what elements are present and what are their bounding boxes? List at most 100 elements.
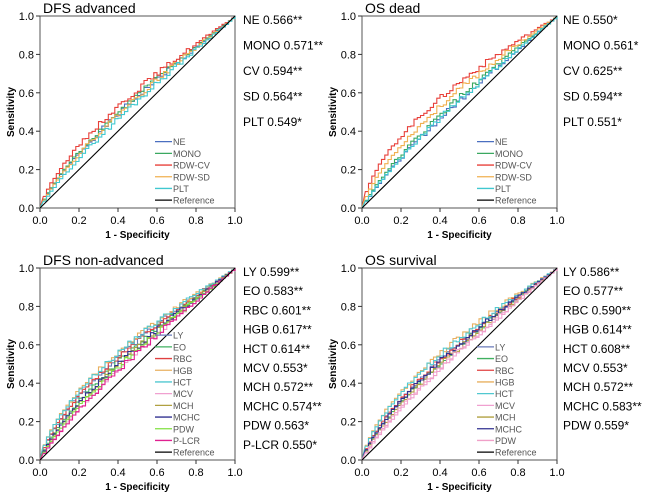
legend-label: Reference: [495, 448, 537, 458]
panel-title: DFS non-advanced: [43, 252, 164, 268]
legend-label: MCH: [173, 401, 194, 411]
legend-label: P-LCR: [173, 436, 201, 446]
legend-item-hct: HCT: [477, 389, 514, 399]
legend-label: Reference: [173, 196, 215, 206]
y-axis-label: Sensitivity: [6, 87, 17, 137]
x-tick-label: 0.4: [432, 215, 447, 227]
x-tick-label: 0.8: [188, 215, 203, 227]
roc-panel-3: OS survival 0.00.0 0.2 0.2 0.4 0.4 0.6 0.6 0.8 0.…: [328, 252, 642, 493]
auc-label: MONO 0.571**: [243, 39, 323, 53]
roc-panel-1: OS dead 0.00.0 0.2 0.2 0.4 0.4 0.6 0.6 0.8 0.8 1.0…: [328, 0, 639, 241]
y-tick-label: 0.2: [19, 417, 34, 429]
legend-item-mcv: MCV: [477, 401, 515, 411]
roc-curve-mono: [39, 16, 236, 209]
y-tick-label: 0.8: [341, 301, 356, 313]
y-tick-label: 0.8: [19, 301, 34, 313]
legend-label: MCHC: [173, 413, 200, 423]
y-tick-label: 0.0: [19, 203, 34, 215]
plot-frame: [39, 15, 236, 209]
x-axis-label: 1 - Specificity: [105, 482, 170, 493]
auc-label: PLT 0.551*: [563, 115, 622, 129]
y-tick-label: 0.6: [19, 340, 34, 352]
roc-curve-plt: [39, 16, 236, 209]
y-tick-label: 0.8: [19, 49, 34, 61]
reference-line: [361, 267, 558, 461]
auc-label: NE 0.550*: [563, 13, 618, 27]
legend-item-p-lcr: P-LCR: [155, 436, 201, 446]
legend-label: HGB: [495, 377, 515, 387]
auc-label: PDW 0.563*: [243, 419, 309, 433]
panel-title: OS dead: [365, 0, 420, 16]
y-tick-label: 0.4: [341, 126, 356, 138]
y-tick-label: 1.0: [341, 263, 356, 275]
auc-label: HGB 0.617**: [243, 323, 312, 337]
legend-label: RDW-CV: [173, 161, 210, 171]
roc-curve-rdw-sd: [361, 16, 558, 209]
legend-label: HCT: [495, 389, 514, 399]
x-tick-label: 0.6: [149, 467, 164, 479]
auc-label: MCH 0.572**: [243, 380, 313, 394]
auc-label: SD 0.564**: [243, 90, 303, 104]
legend-label: MONO: [495, 149, 523, 159]
roc-curve-p-lcr: [39, 268, 236, 461]
x-tick-label: 0.2: [71, 215, 86, 227]
roc-curve-hct: [361, 268, 558, 461]
auc-label: MCHC 0.574**: [243, 399, 322, 413]
legend-label: PLT: [173, 184, 189, 194]
y-axis-label: Sensitivity: [328, 339, 339, 389]
roc-curve-mchc: [361, 268, 558, 461]
x-tick-label: 0.0: [354, 215, 369, 227]
y-tick-label: 0.4: [341, 378, 356, 390]
auc-label: MONO 0.561*: [563, 39, 639, 53]
auc-label: HGB 0.614**: [563, 323, 632, 337]
legend-item-mchc: MCHC: [155, 413, 200, 423]
legend-label: HGB: [173, 366, 193, 376]
y-axis-label: Sensitivity: [6, 339, 17, 389]
legend-label: NE: [173, 137, 186, 147]
legend-item-rdw-cv: RDW-CV: [155, 161, 210, 171]
legend-label: RDW-SD: [495, 172, 532, 182]
plot-frame: [39, 267, 236, 461]
x-tick-label: 0.0: [354, 467, 369, 479]
x-tick-label: 0.6: [471, 215, 486, 227]
legend-label: LY: [495, 342, 505, 352]
legend-label: RDW-CV: [495, 161, 532, 171]
legend-item-plt: PLT: [155, 184, 189, 194]
legend-item-ly: LY: [155, 331, 183, 341]
x-axis-label: 1 - Specificity: [427, 482, 492, 493]
auc-label: PLT 0.549*: [243, 115, 302, 129]
legend-label: PDW: [495, 436, 517, 446]
legend-label: MCH: [495, 413, 516, 423]
legend-label: RBC: [495, 366, 515, 376]
auc-label: MCHC 0.583**: [563, 399, 642, 413]
x-tick-label: 0.6: [149, 215, 164, 227]
legend-label: RDW-SD: [173, 172, 210, 182]
legend-item-mono: MONO: [477, 149, 523, 159]
auc-label: HCT 0.614**: [243, 342, 310, 356]
y-tick-label: 0.2: [341, 417, 356, 429]
auc-label: LY 0.586**: [563, 265, 620, 279]
legend-item-mch: MCH: [155, 401, 194, 411]
x-tick-label: 0.0: [32, 215, 47, 227]
x-tick-label: 1.0: [227, 467, 242, 479]
legend-item-pdw: PDW: [155, 424, 195, 434]
auc-label: MCV 0.553*: [243, 361, 308, 375]
legend-item-hct: HCT: [155, 377, 192, 387]
legend-item-rdw-sd: RDW-SD: [477, 172, 532, 182]
x-tick-label: 0.8: [510, 467, 525, 479]
legend-item-reference: Reference: [477, 196, 537, 206]
legend-label: Reference: [495, 196, 537, 206]
legend-item-mono: MONO: [155, 149, 201, 159]
y-tick-label: 0.0: [341, 455, 356, 467]
y-tick-label: 0.4: [19, 126, 34, 138]
roc-curve-mono: [361, 16, 558, 209]
x-tick-label: 0.2: [393, 467, 408, 479]
auc-label: CV 0.594**: [243, 64, 303, 78]
legend-item-eo: EO: [155, 342, 186, 352]
roc-curve-pdw: [361, 268, 558, 461]
roc-curve-rdw-cv: [361, 16, 558, 209]
reference-line: [361, 15, 558, 209]
legend-item-hgb: HGB: [477, 377, 515, 387]
legend-item-rbc: RBC: [477, 366, 515, 376]
x-tick-label: 0.4: [432, 467, 447, 479]
